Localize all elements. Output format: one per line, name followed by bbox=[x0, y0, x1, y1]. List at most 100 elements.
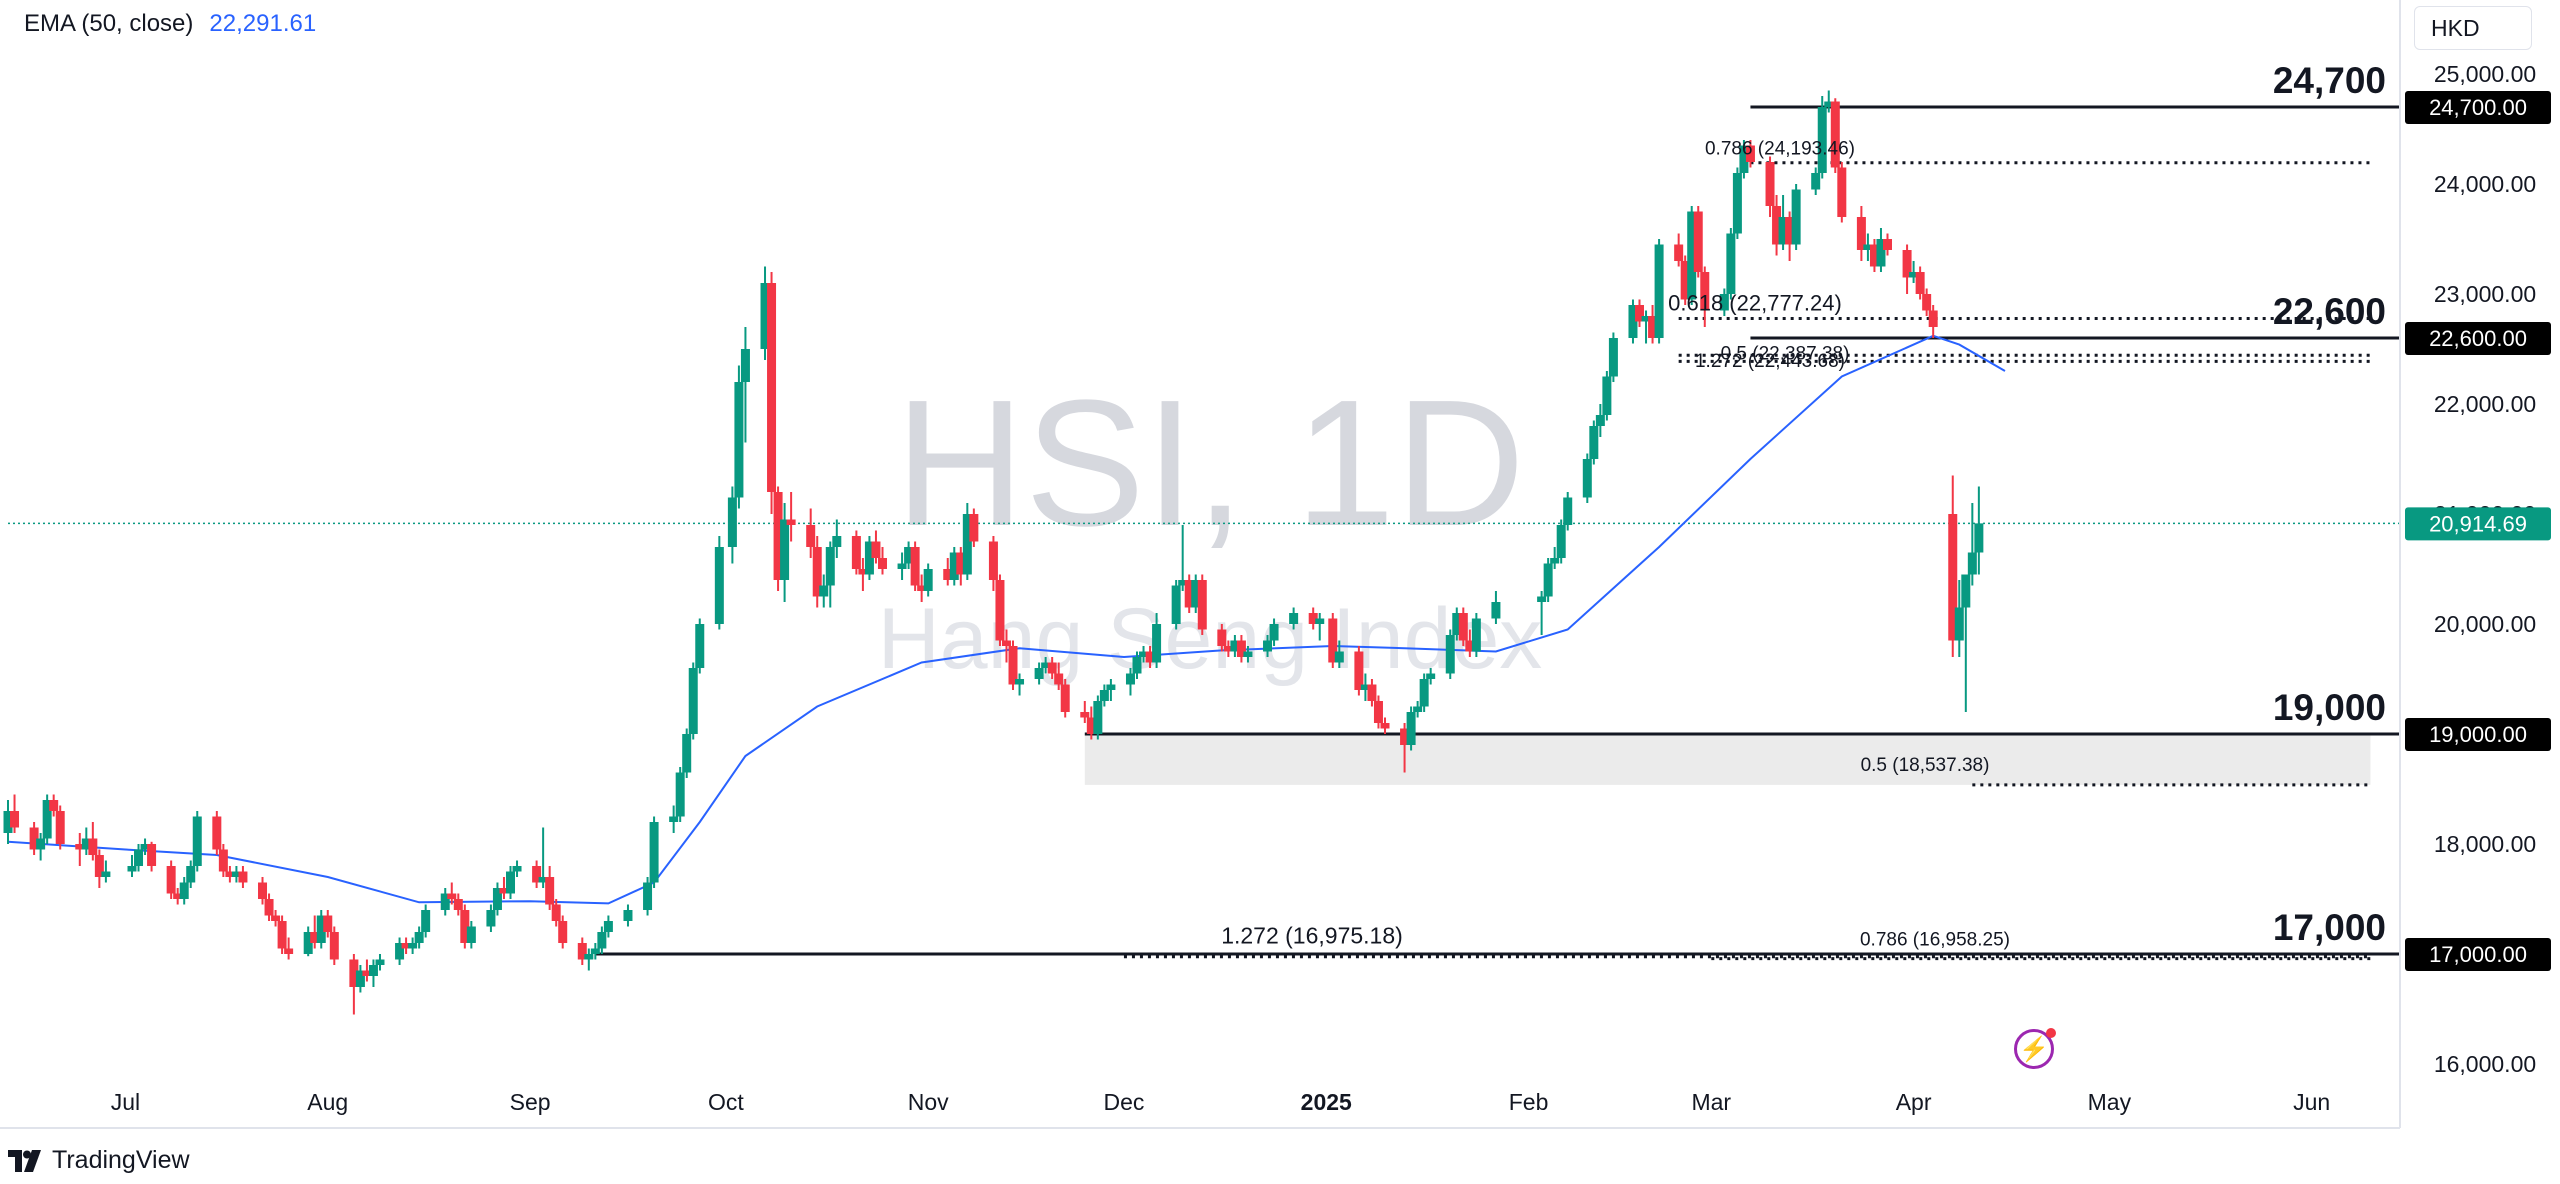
candle-body-up bbox=[1824, 101, 1834, 107]
candle-body-up bbox=[819, 585, 829, 597]
candle-body-down bbox=[577, 943, 587, 960]
candle-body-up bbox=[1289, 613, 1299, 624]
candle-body-down bbox=[1458, 613, 1468, 641]
candle-body-up bbox=[1041, 662, 1051, 668]
key-level-label: 19,000 bbox=[2273, 687, 2386, 728]
candle-body-up bbox=[538, 877, 548, 883]
candle-body-up bbox=[134, 849, 144, 866]
candle-body-up bbox=[1628, 305, 1638, 338]
candle-body-up bbox=[1739, 145, 1749, 173]
key-level-axis-label: 24,700.00 bbox=[2429, 95, 2527, 120]
candle-body-up bbox=[1171, 585, 1181, 624]
candle-body-up bbox=[1543, 563, 1553, 597]
candle-body-up bbox=[1360, 684, 1370, 690]
candle-body-up bbox=[949, 552, 959, 580]
candle-body-up bbox=[688, 668, 698, 734]
tradingview-logo-text: TradingView bbox=[52, 1146, 190, 1174]
candle-body-down bbox=[264, 899, 274, 916]
candle-body-up bbox=[1909, 272, 1919, 278]
candle-body-up bbox=[1152, 624, 1162, 663]
candle-body-up bbox=[1582, 459, 1592, 498]
candle-body-down bbox=[10, 811, 20, 828]
candle-body-up bbox=[1243, 651, 1253, 657]
currency-badge[interactable]: HKD bbox=[2414, 6, 2532, 50]
last-price-label: 20,914.69 bbox=[2429, 511, 2527, 536]
y-axis-tick-label: 25,000.00 bbox=[2434, 61, 2536, 87]
candle-body-up bbox=[669, 816, 679, 822]
candle-body-up bbox=[623, 910, 633, 921]
candle-body-up bbox=[492, 888, 502, 910]
candle-body-up bbox=[962, 514, 972, 575]
candle-body-up bbox=[675, 772, 685, 817]
candle-body-down bbox=[147, 844, 157, 866]
candle-body-up bbox=[1641, 316, 1651, 322]
x-axis-tick-label: Sep bbox=[510, 1089, 551, 1115]
candle-body-up bbox=[603, 921, 613, 932]
x-axis-tick-label: Mar bbox=[1691, 1089, 1731, 1115]
tradingview-logo[interactable]: TradingView bbox=[8, 1146, 190, 1175]
candle-body-up bbox=[1954, 607, 1964, 641]
fib-level-label: 0.618 (22,777.24) bbox=[1668, 291, 1842, 316]
candle-body-up bbox=[682, 734, 692, 773]
candle-body-up bbox=[368, 965, 378, 976]
candle-body-up bbox=[1191, 580, 1201, 608]
candle-body-up bbox=[1413, 706, 1423, 712]
candle-body-down bbox=[1236, 640, 1246, 657]
candle-body-down bbox=[1948, 514, 1958, 641]
candle-body-down bbox=[258, 882, 268, 899]
candle-body-down bbox=[877, 558, 887, 569]
candle-body-down bbox=[1054, 673, 1064, 685]
candle-body-up bbox=[1106, 684, 1116, 690]
indicator-legend[interactable]: EMA (50, close) 22,291.61 bbox=[24, 10, 316, 38]
candle-body-down bbox=[1400, 728, 1410, 745]
candle-body-up bbox=[42, 800, 52, 839]
candle-body-down bbox=[1047, 662, 1057, 674]
level-lines-layer bbox=[8, 105, 2400, 961]
candle-body-down bbox=[1856, 217, 1866, 250]
candle-body-down bbox=[558, 921, 568, 943]
candle-body-up bbox=[186, 866, 196, 883]
x-axis-tick-label: Nov bbox=[908, 1089, 949, 1115]
candle-body-down bbox=[1328, 618, 1338, 663]
candle-body-down bbox=[956, 552, 966, 575]
candle-body-down bbox=[225, 871, 235, 877]
x-axis-tick-label: May bbox=[2088, 1089, 2132, 1115]
candle-body-down bbox=[49, 800, 59, 811]
y-axis-tick-label: 22,000.00 bbox=[2434, 391, 2536, 417]
candle-body-up bbox=[486, 910, 496, 927]
key-level-axis-badge bbox=[2405, 718, 2551, 751]
candle-body-up bbox=[1230, 640, 1240, 652]
candle-body-down bbox=[1060, 684, 1070, 712]
candle-body-down bbox=[1008, 646, 1018, 685]
candle-body-down bbox=[1674, 244, 1684, 261]
candle-body-down bbox=[917, 585, 927, 591]
candle-body-up bbox=[101, 871, 111, 877]
candle-body-down bbox=[773, 492, 783, 580]
candle-body-up bbox=[1791, 189, 1801, 245]
candle-body-up bbox=[355, 970, 365, 987]
lightning-alert-icon[interactable]: ⚡ bbox=[2014, 1028, 2056, 1069]
candle-body-down bbox=[94, 855, 104, 877]
y-axis-tick-label: 18,000.00 bbox=[2434, 831, 2536, 857]
ema-50-line bbox=[7, 334, 2006, 905]
candle-body-down bbox=[767, 283, 777, 492]
candle-body-down bbox=[1184, 580, 1194, 608]
candle-body-down bbox=[362, 970, 372, 976]
candle-body-up bbox=[303, 932, 313, 954]
key-level-axis-badge bbox=[2405, 91, 2551, 124]
candle-body-down bbox=[1915, 272, 1925, 294]
key-level-axis-label: 22,600.00 bbox=[2429, 326, 2527, 351]
candle-body-up bbox=[1608, 338, 1618, 377]
candle-body-down bbox=[545, 877, 555, 905]
candle-body-up bbox=[1863, 244, 1873, 250]
candle-body-up bbox=[643, 882, 653, 910]
candle-body-down bbox=[323, 915, 333, 932]
fib-level-label: 0.5 (22,387.38) bbox=[1721, 343, 1850, 364]
candle-body-up bbox=[1876, 239, 1886, 267]
candle-body-down bbox=[349, 959, 359, 987]
candle-body-up bbox=[734, 382, 744, 498]
candle-body-down bbox=[271, 915, 281, 921]
candles-layer bbox=[3, 90, 1984, 1015]
candle-body-down bbox=[1217, 629, 1227, 646]
